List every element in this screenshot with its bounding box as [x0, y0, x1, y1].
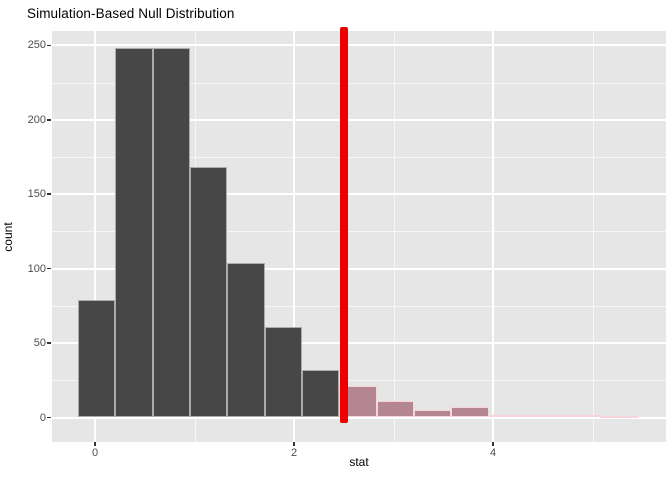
grid-minor-horizontal: [52, 380, 666, 382]
histogram-bar-shaded: [377, 401, 414, 418]
y-axis-tick: [47, 44, 51, 47]
histogram-bar-shaded: [526, 414, 563, 418]
histogram-bar-null: [78, 299, 115, 418]
y-axis-tick-label: 50: [33, 337, 46, 350]
grid-major-vertical: [94, 31, 96, 442]
x-axis-tick-label: 2: [290, 447, 298, 459]
y-axis-title: count: [1, 222, 15, 252]
histogram-bar-shaded: [489, 414, 526, 418]
histogram-bar-null: [265, 326, 302, 418]
x-axis-tick-label: 4: [489, 447, 497, 459]
grid-minor-horizontal: [52, 157, 666, 159]
y-axis-tick: [47, 416, 51, 419]
histogram-bar-null: [190, 167, 227, 418]
grid-major-horizontal: [52, 118, 666, 121]
x-axis-tick-label: 0: [91, 447, 99, 459]
y-axis-tick-label: 100: [27, 262, 46, 275]
histogram-bar-null: [153, 48, 190, 418]
y-axis-tick: [47, 119, 51, 121]
y-axis-tick-label: 250: [27, 39, 46, 52]
y-axis-tick-label: 200: [27, 113, 46, 126]
grid-minor-horizontal: [52, 231, 666, 233]
histogram-bar-shaded: [563, 414, 600, 418]
y-axis-tick-label: 0: [39, 411, 46, 424]
grid-minor-horizontal: [52, 305, 666, 307]
grid-major-horizontal: [52, 193, 666, 196]
y-axis-tick: [47, 193, 51, 195]
y-axis-tick: [47, 342, 51, 344]
grid-major-horizontal: [52, 267, 666, 270]
grid-major-vertical: [492, 31, 494, 442]
x-axis-tick: [492, 442, 494, 446]
histogram-bar-shaded: [451, 407, 489, 418]
histogram-bar-shaded: [600, 415, 638, 418]
grid-major-vertical: [293, 31, 295, 442]
x-axis-tick: [293, 442, 295, 446]
histogram-bar-null: [302, 369, 339, 418]
plot-panel: [52, 31, 666, 442]
histogram-bar-null: [115, 48, 153, 418]
histogram-bar-null: [227, 262, 265, 418]
plot-title: Simulation-Based Null Distribution: [27, 6, 235, 21]
grid-major-horizontal: [52, 44, 666, 47]
x-axis-tick: [94, 442, 96, 446]
grid-minor-horizontal: [52, 82, 666, 84]
grid-minor-vertical: [393, 31, 395, 442]
grid-major-horizontal: [52, 342, 666, 345]
histogram-bar-shaded: [414, 410, 451, 418]
observed-stat-line: [339, 27, 348, 423]
grid-minor-vertical: [592, 31, 594, 442]
x-axis-title: stat: [349, 455, 369, 469]
y-axis-tick-label: 150: [27, 188, 46, 201]
y-axis-tick: [47, 267, 51, 270]
grid-major-horizontal: [52, 416, 666, 419]
